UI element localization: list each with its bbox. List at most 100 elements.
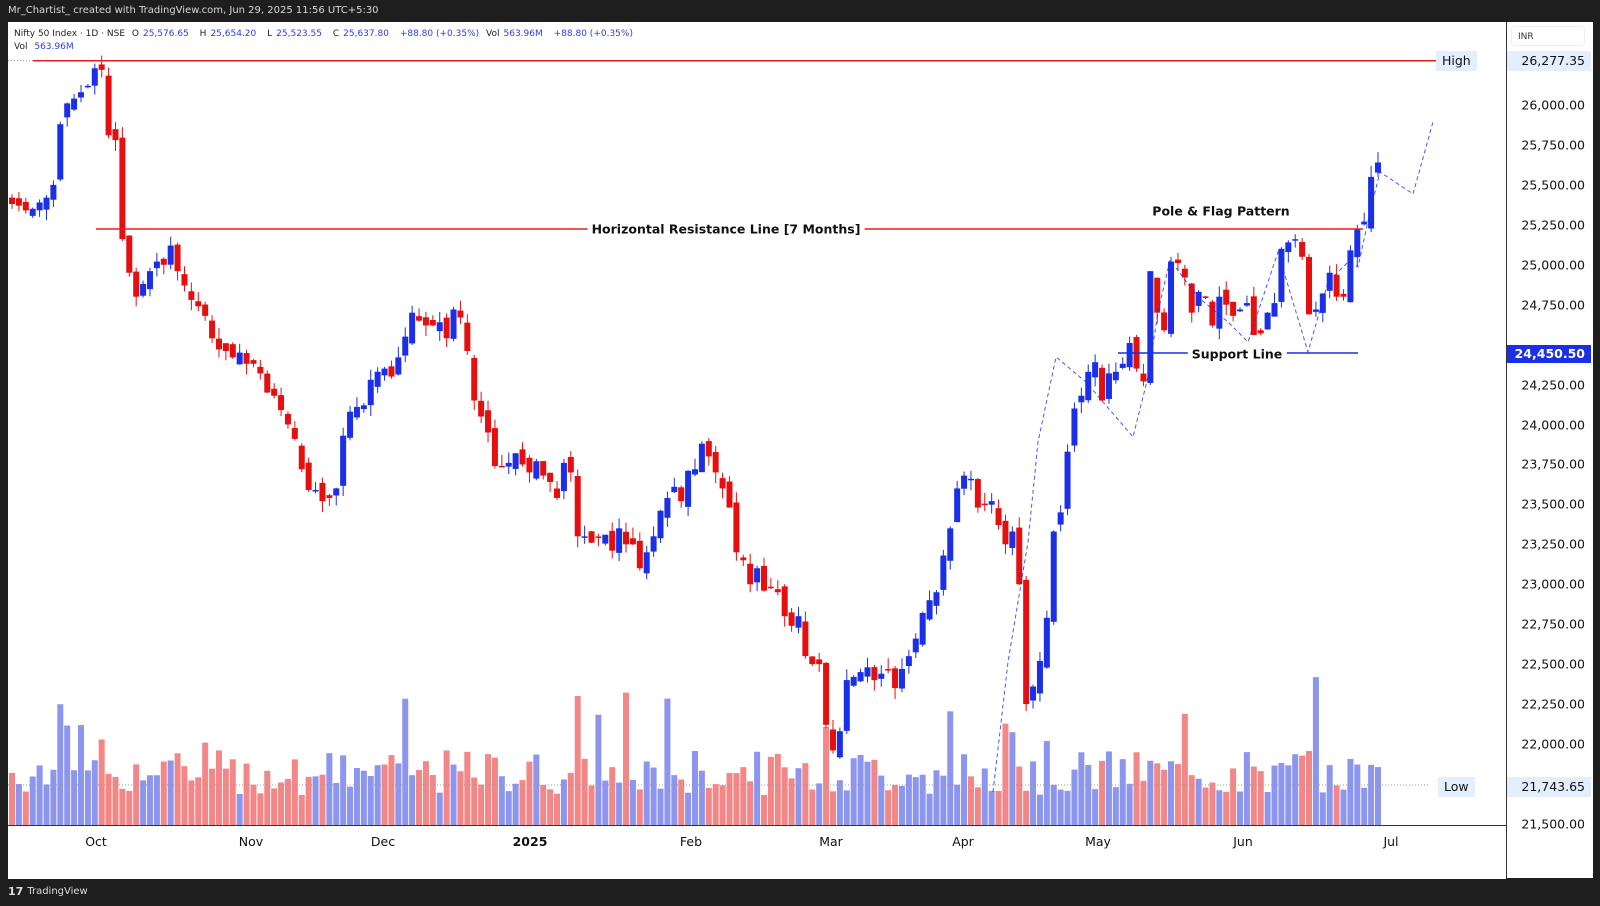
volume-bar: [105, 773, 112, 825]
volume-bar: [519, 780, 526, 825]
volume-bar: [850, 758, 857, 825]
volume-bar: [305, 776, 312, 825]
candle-body: [871, 667, 878, 681]
candle-body: [340, 435, 347, 486]
volume-bar: [505, 791, 512, 825]
time-axis[interactable]: Oct Nov Dec 2025 Feb Mar Apr May Jun Jul: [8, 825, 1506, 879]
volume-bar: [1174, 764, 1181, 825]
current-price-badge: 24,450.50: [1507, 345, 1591, 363]
chart-legend: Nifty 50 Index · 1D · NSE O 25,576.65 H 25…: [14, 28, 637, 54]
candle-body: [471, 357, 478, 401]
candle-body: [236, 352, 243, 365]
candle-body: [222, 343, 229, 352]
volume-bar: [229, 759, 236, 825]
volume-bar: [402, 698, 409, 825]
candle-body: [257, 366, 264, 374]
volume-value: 563.96M: [34, 42, 74, 52]
price-plot[interactable]: [8, 22, 1506, 825]
candle-body: [416, 316, 423, 321]
price-tick: 25,000.00: [1521, 257, 1585, 273]
volume-bar: [436, 792, 443, 825]
volume-bar: [298, 794, 305, 825]
volume-bar: [9, 772, 15, 825]
volume-bar: [954, 784, 961, 825]
candle-body: [1299, 241, 1306, 257]
candle-body: [243, 353, 250, 364]
candle-body: [250, 360, 257, 364]
candle-body: [595, 536, 602, 538]
candle-body: [567, 456, 574, 473]
volume-bar: [133, 764, 140, 825]
candle-body: [36, 202, 43, 211]
volume-bar: [471, 777, 478, 825]
candle-body: [485, 410, 492, 433]
candle-body: [574, 475, 581, 537]
volume-bar: [995, 790, 1002, 825]
legend-open: O 25,576.65: [131, 29, 189, 39]
candle-body: [878, 673, 885, 679]
candle-body: [919, 613, 926, 645]
volume-bar: [1147, 760, 1154, 825]
candle-body: [954, 488, 961, 523]
candle-body: [623, 531, 630, 545]
candle-body: [726, 481, 733, 508]
candle-body: [754, 568, 761, 583]
candle-body: [885, 668, 892, 671]
candle-body: [540, 461, 547, 476]
volume-bar: [878, 775, 885, 825]
volume-bar: [1023, 790, 1030, 825]
candle-body: [912, 638, 919, 653]
candle-body: [692, 469, 698, 475]
candle-body: [1354, 229, 1361, 258]
volume-bar: [823, 726, 830, 825]
resistance-label: Horizontal Resistance Line [7 Months]: [587, 221, 865, 237]
volume-bar: [464, 751, 471, 825]
legend-low: L 25,523.55: [267, 29, 322, 39]
candle-body: [229, 344, 236, 358]
volume-bar: [636, 789, 643, 825]
legend-symbol[interactable]: Nifty 50 Index · 1D · NSE: [14, 29, 126, 39]
volume-bar: [533, 754, 540, 825]
candle-body: [305, 462, 312, 490]
volume-bar: [774, 753, 781, 825]
volume-bar: [974, 787, 981, 825]
candle-body: [1078, 395, 1085, 403]
candle-body: [774, 589, 781, 593]
volume-bar: [1078, 752, 1085, 825]
volume-bar: [278, 782, 285, 825]
candle-body: [174, 244, 181, 272]
time-label: 2025: [512, 834, 548, 849]
volume-bar: [1306, 750, 1313, 825]
volume-bar: [457, 771, 464, 825]
volume-bar: [1292, 754, 1299, 825]
candle-body: [181, 274, 188, 286]
volume-bar: [1188, 775, 1195, 825]
candle-body: [1361, 221, 1368, 225]
candle-body: [498, 465, 505, 468]
volume-bar: [195, 777, 202, 825]
volume-bar: [664, 698, 671, 825]
candle-body: [836, 731, 843, 758]
candle-body: [1140, 373, 1147, 382]
price-axis[interactable]: INR 26,277.35 21,743.65 24,450.50 26,000…: [1506, 22, 1593, 878]
volume-bar: [1140, 780, 1147, 825]
candle-body: [719, 478, 726, 489]
candle-body: [898, 668, 905, 689]
volume-bar: [43, 784, 50, 825]
candle-body: [9, 197, 15, 205]
volume-label[interactable]: Vol: [14, 42, 28, 52]
candle-body: [1340, 293, 1347, 297]
candle-body: [843, 680, 850, 731]
candle-body: [602, 534, 609, 544]
volume-bar: [733, 773, 740, 825]
price-tick: 26,000.00: [1521, 97, 1585, 113]
volume-bar: [15, 784, 22, 825]
volume-bar: [429, 775, 436, 825]
volume-bar: [526, 761, 533, 825]
candle-body: [1285, 242, 1292, 253]
candle-body: [519, 449, 526, 465]
volume-bar: [1085, 765, 1092, 825]
time-label: Nov: [238, 834, 264, 849]
currency-label[interactable]: INR: [1511, 26, 1585, 46]
volume-bar: [29, 776, 36, 825]
